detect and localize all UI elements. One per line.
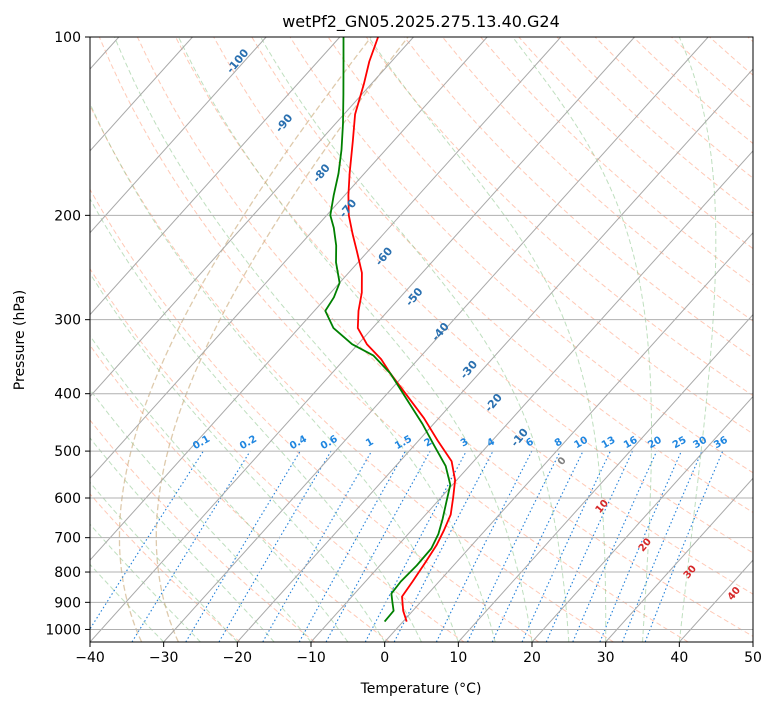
- background-lines: [90, 37, 753, 642]
- dry-adiabat: [442, 37, 753, 322]
- series-layer: [324, 37, 456, 623]
- mixing-ratio-line: [599, 450, 682, 642]
- moist-adiabat: [114, 37, 496, 642]
- moist-adiabat: [512, 37, 652, 642]
- y-tick-label: 500: [54, 444, 81, 460]
- moist-adiabat: [90, 563, 165, 642]
- isotherm-line: [605, 477, 753, 642]
- x-tick-label: 20: [523, 650, 541, 666]
- isotherm-line: [90, 37, 562, 561]
- moist-adiabat: [178, 37, 533, 642]
- dry-adiabat: [90, 104, 614, 642]
- y-tick-label: 1000: [45, 622, 81, 638]
- x-tick-label: 10: [449, 650, 467, 666]
- y-axis-title: Pressure (hPa): [12, 290, 28, 390]
- mixing-ratio-line: [644, 450, 724, 642]
- grid: [90, 37, 753, 642]
- mixing-ratio-line: [572, 450, 658, 642]
- moist-adiabat: [90, 197, 422, 642]
- isotherm-line: [310, 150, 753, 642]
- x-tick-label: 50: [744, 650, 762, 666]
- chart-title: wetPf2_GN05.2025.275.13.40.G24: [282, 12, 560, 32]
- moist-adiabat: [678, 37, 717, 642]
- dry-adiabat: [251, 37, 753, 514]
- dry-adiabat: [213, 37, 753, 554]
- y-tick-label: 800: [54, 565, 81, 581]
- y-tick-label: 700: [54, 531, 81, 547]
- reference-curve: [118, 37, 372, 642]
- temperature-profile-line: [347, 37, 456, 622]
- mixing-ratio-line: [621, 450, 703, 642]
- isotherm-line: [531, 395, 753, 642]
- x-tick-label: −40: [75, 650, 105, 666]
- isotherm-line: [236, 68, 753, 642]
- isotherm-line: [90, 37, 341, 316]
- dry-adiabat: [480, 37, 753, 286]
- moist-adiabat: [90, 437, 275, 642]
- mixing-ratio-label: 4: [485, 436, 497, 449]
- mixing-ratio-line: [90, 450, 204, 630]
- moist-adiabat: [90, 388, 312, 642]
- dry-adiabat: [327, 37, 753, 435]
- y-tick-label: 400: [54, 387, 81, 403]
- x-tick-label: −10: [296, 650, 326, 666]
- mixing-ratio-line: [325, 450, 431, 642]
- y-tick-label: 200: [54, 208, 81, 224]
- moist-adiabat: [90, 334, 349, 642]
- mixing-ratio-label: 3: [459, 436, 471, 449]
- isotherm-line: [90, 37, 414, 398]
- y-tick-label: 900: [54, 595, 81, 611]
- isotherm-line: [90, 37, 267, 234]
- moist-adiabat: [260, 37, 570, 642]
- dewpoint-profile-line: [324, 37, 452, 623]
- dry-adiabat: [365, 37, 753, 397]
- mixing-ratio-label: 8: [553, 436, 565, 449]
- dry-adiabat: [90, 419, 316, 642]
- dry-adiabat: [98, 37, 689, 642]
- isotherm-line: [384, 231, 753, 642]
- axis-ticks: −40 −30 −20 −10 0 10 20 30 40 50 100 200 300 400 500 60…: [45, 30, 762, 666]
- dry-adiabat: [90, 188, 540, 642]
- mixing-ratio-line: [364, 450, 467, 642]
- moist-adiabat: [90, 102, 459, 642]
- moist-adiabat: [90, 272, 386, 642]
- isotherm-line: [90, 37, 635, 642]
- y-tick-label: 600: [54, 491, 81, 507]
- mixing-ratio-label: 2: [423, 436, 435, 449]
- x-axis-title: Temperature (°C): [360, 681, 482, 697]
- x-tick-label: 0: [380, 650, 389, 666]
- plot-frame: [89, 36, 754, 643]
- reference-curve: [155, 37, 409, 642]
- dry-adiabat: [175, 37, 753, 595]
- x-tick-label: −30: [149, 650, 179, 666]
- dry-adiabat: [90, 344, 390, 642]
- moist-adiabat: [90, 481, 238, 642]
- x-tick-label: 30: [597, 650, 615, 666]
- mixing-ratio-label: 1: [364, 436, 376, 449]
- isotherm-line: [90, 37, 193, 152]
- y-tick-label: 300: [54, 313, 81, 329]
- isotherm-line: [752, 641, 753, 642]
- mixing-ratio-line: [298, 450, 406, 642]
- y-tick-label: 100: [54, 30, 81, 46]
- isotherm-line: [90, 37, 488, 480]
- mixing-ratio-line: [435, 450, 533, 642]
- isotherm-line: [163, 37, 709, 642]
- moist-adiabat: [368, 37, 607, 642]
- x-tick-label: −20: [223, 650, 253, 666]
- mixing-ratio-line: [545, 450, 633, 642]
- isotherm-line: [457, 313, 753, 642]
- mixing-ratio-label: 6: [524, 436, 536, 449]
- x-tick-label: 40: [670, 650, 688, 666]
- moist-adiabat: [90, 523, 201, 642]
